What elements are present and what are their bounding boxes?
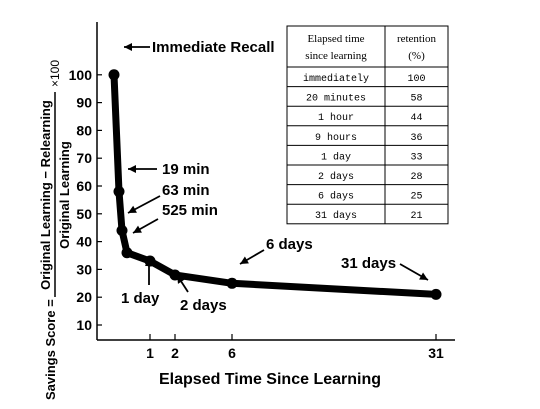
- table-border: [286, 25, 449, 225]
- annotations: Immediate Recall 19 min 63 min 525 min 1 day…: [121, 39, 429, 314]
- annotation-label: 19 min: [162, 161, 210, 178]
- table-cell-retention: 44: [410, 113, 422, 124]
- x-ticks: 1 2 6 31: [146, 334, 444, 361]
- data-point: [121, 247, 133, 259]
- y-tick-label: 70: [76, 150, 92, 166]
- y-tick-label: 40: [76, 234, 92, 250]
- table-cell-elapsed: 1 hour: [318, 112, 354, 124]
- table-cell-retention: 58: [410, 94, 422, 105]
- data-point: [430, 288, 442, 300]
- annotation-arrowhead: [133, 225, 142, 233]
- table-cell-retention: 36: [410, 133, 422, 144]
- table-cell-retention: 100: [407, 74, 425, 85]
- x-tick-label: 2: [171, 345, 179, 361]
- annotation-arrowhead: [128, 165, 136, 173]
- table-cell-retention: 25: [410, 192, 422, 203]
- annotation-label: 31 days: [341, 255, 396, 272]
- table-cell-elapsed: 2 days: [318, 171, 354, 183]
- y-axis-label: Savings Score = Original Learning − Rele…: [38, 60, 72, 400]
- table-cell-elapsed: 9 hours: [315, 132, 357, 144]
- table-cell-elapsed: 6 days: [318, 191, 354, 203]
- y-axis-label-denominator: Original Learning: [57, 141, 72, 249]
- y-axis-label-prefix: Savings Score =: [43, 299, 58, 400]
- table-cell-retention: 33: [410, 152, 422, 163]
- y-tick-label: 60: [76, 178, 92, 194]
- annotation-arrowhead: [145, 258, 153, 266]
- table-cell-elapsed: 20 minutes: [306, 93, 366, 105]
- x-tick-label: 6: [228, 345, 236, 361]
- data-point: [108, 69, 120, 81]
- series-line: [110, 71, 440, 298]
- table-cell-retention: 28: [410, 172, 422, 183]
- y-tick-label: 20: [76, 289, 92, 305]
- data-point: [113, 186, 125, 198]
- y-tick-label: 100: [69, 67, 93, 83]
- table-header: since learning: [305, 50, 367, 62]
- x-tick-label: 1: [146, 345, 154, 361]
- table-cell-elapsed: 31 days: [315, 210, 357, 222]
- annotation-arrowhead: [128, 205, 137, 213]
- y-tick-label: 10: [76, 317, 92, 333]
- annotation-label: 2 days: [180, 297, 227, 314]
- y-axis-label-numerator: Original Learning − Relearning: [38, 100, 53, 290]
- annotation-arrowhead: [177, 275, 185, 284]
- table-header: Elapsed time: [307, 33, 364, 45]
- data-point: [116, 224, 128, 236]
- annotation-label: 525 min: [162, 202, 218, 219]
- table-header: retention: [397, 33, 437, 45]
- annotation-label: 6 days: [266, 236, 313, 253]
- table-cell-elapsed: 1 day: [321, 151, 351, 163]
- annotation-label: Immediate Recall: [152, 39, 275, 56]
- table-cell-elapsed: immediately: [303, 73, 369, 85]
- y-tick-label: 30: [76, 261, 92, 277]
- y-tick-label: 50: [76, 206, 92, 222]
- x-tick-label: 31: [428, 345, 444, 361]
- x-axis-label: Elapsed Time Since Learning: [159, 371, 381, 388]
- data-series: [108, 69, 442, 300]
- retention-table: Elapsed time since learning retention (%) im…: [286, 25, 449, 225]
- table-header: (%): [408, 50, 425, 62]
- y-tick-label: 90: [76, 95, 92, 111]
- y-axis-label-suffix: ×100: [48, 60, 62, 87]
- annotation-arrowhead: [124, 43, 132, 51]
- data-point: [226, 277, 238, 289]
- y-ticks: 10 20 30 40 50 60 70 80 90 100: [69, 67, 102, 333]
- annotation-label: 1 day: [121, 290, 160, 307]
- annotation-arrowhead: [240, 256, 249, 264]
- y-tick-label: 80: [76, 122, 92, 138]
- annotation-arrowhead: [419, 272, 428, 280]
- annotation-label: 63 min: [162, 182, 210, 199]
- table-cell-retention: 21: [410, 211, 422, 222]
